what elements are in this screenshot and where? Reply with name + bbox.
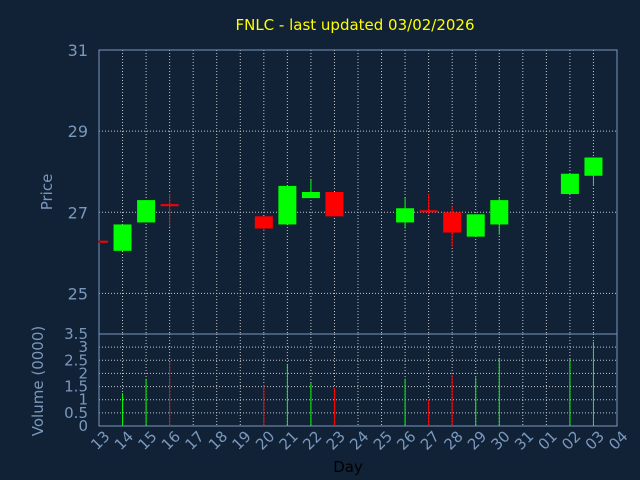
day-tick-label: 17 [181,427,207,453]
volume-tick-label: 1.5 [64,378,88,396]
day-tick-label: 16 [158,427,184,453]
candle-body [325,192,344,217]
price-grid [99,50,617,334]
candle-body [160,204,179,207]
candle-body [584,157,603,176]
day-tick-label: 03 [582,427,608,453]
candle-body [490,200,509,225]
volume-grid [99,334,617,426]
day-tick-label: 15 [134,427,160,453]
volume-tick-label: 3.5 [64,325,88,343]
volume-tick-label: 0 [78,417,88,435]
candle-body [301,192,320,199]
candle-body [396,208,415,223]
candlesticks [98,157,603,251]
day-tick-label: 13 [87,427,113,453]
candle-body [419,210,438,213]
candle-body [137,200,156,223]
day-axis-ticks: 1314151617181920212223242526272829303101… [87,427,631,453]
day-tick-label: 21 [276,427,302,453]
day-tick-label: 04 [605,427,631,453]
price-tick-label: 27 [68,203,88,222]
day-tick-label: 19 [229,427,255,453]
day-tick-label: 20 [252,427,278,453]
price-axis-label: Price [38,174,56,211]
day-tick-label: 28 [440,427,466,453]
candle-body [278,185,297,225]
day-tick-label: 30 [488,427,514,453]
price-tick-label: 31 [68,41,88,60]
day-tick-label: 23 [323,427,349,453]
volume-tick-label: 0.5 [64,404,88,422]
candle-body [466,214,485,237]
volume-bars [122,341,594,426]
day-tick-label: 31 [511,427,537,453]
candle-body [560,173,579,195]
day-axis-label: Day [333,458,363,476]
day-tick-label: 25 [370,427,396,453]
candle-body [113,224,132,251]
chart-title: FNLC - last updated 03/02/2026 [235,16,474,34]
volume-tick-label: 2.5 [64,351,88,369]
volume-axis-ticks: 00.511.522.533.5 [64,325,88,435]
day-tick-label: 14 [111,427,137,453]
day-tick-label: 22 [299,427,325,453]
candle-body [100,240,108,243]
price-tick-label: 29 [68,122,88,141]
candle-body [443,212,462,233]
day-tick-label: 26 [393,427,419,453]
volume-panel-frame [98,333,618,427]
day-tick-label: 27 [417,427,443,453]
day-tick-label: 29 [464,427,490,453]
volume-axis-label: Volume (0000) [29,326,47,436]
volume-tick-label: 3 [78,338,88,356]
day-tick-label: 24 [346,427,372,453]
price-axis-ticks: 25 27 29 31 [68,41,88,303]
candle-body [254,216,273,229]
volume-tick-label: 1 [78,391,88,409]
price-tick-label: 25 [68,284,88,303]
day-tick-label: 01 [535,427,561,453]
volume-tick-label: 2 [78,364,88,382]
day-tick-label: 18 [205,427,231,453]
day-tick-label: 02 [558,427,584,453]
